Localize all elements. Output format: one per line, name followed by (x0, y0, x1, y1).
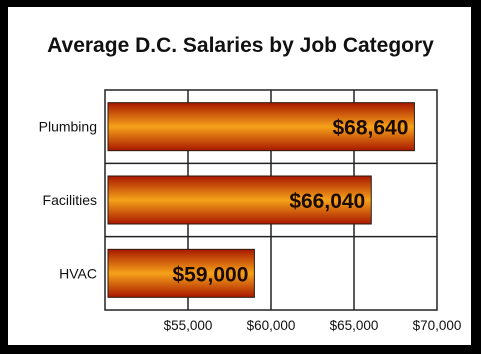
chart-title: Average D.C. Salaries by Job Category (47, 34, 434, 57)
bar (107, 175, 372, 225)
x-tick-label: $65,000 (330, 318, 379, 333)
data-label: $59,000 (172, 263, 248, 286)
category-label: HVAC (59, 265, 97, 281)
category-label: Plumbing (39, 119, 97, 135)
category-label: Facilities (43, 192, 97, 208)
bar (107, 248, 255, 298)
data-label: $68,640 (333, 117, 409, 140)
bar (107, 102, 415, 152)
x-tick-label: $55,000 (164, 318, 213, 333)
x-tick-label: $70,000 (413, 318, 462, 333)
x-tick-label: $60,000 (247, 318, 296, 333)
data-label: $66,040 (289, 190, 365, 213)
